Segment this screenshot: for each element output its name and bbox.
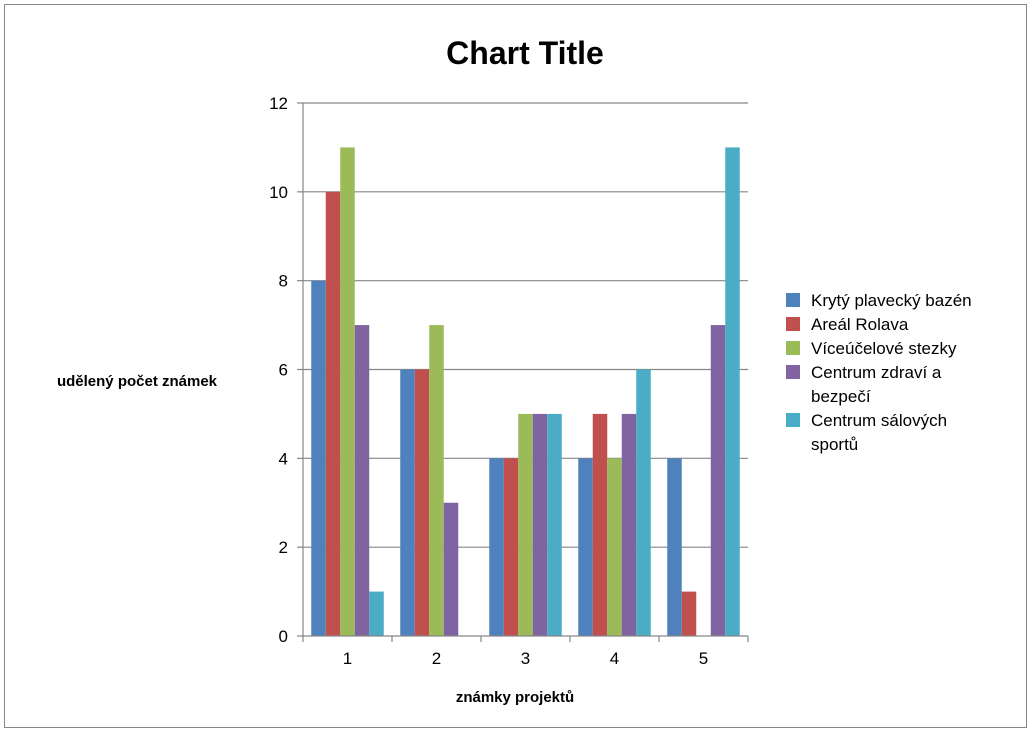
bar (340, 147, 355, 636)
bar (518, 413, 533, 636)
bar (503, 458, 519, 636)
x-tick-label: 3 (521, 649, 530, 668)
legend-swatch (786, 341, 800, 355)
bar (607, 458, 622, 636)
bar (681, 591, 697, 636)
bar (400, 369, 415, 636)
legend-swatch (786, 293, 800, 307)
x-axis-title: známky projektů (456, 689, 574, 706)
y-tick-label: 0 (279, 627, 288, 646)
bar (710, 325, 726, 636)
legend-item: Centrum sálových sportů (786, 411, 947, 454)
legend-item: Centrum zdraví a bezpečí (786, 363, 942, 406)
x-tick-labels: 1 2 3 4 5 (343, 649, 708, 668)
legend-swatch (786, 413, 800, 427)
bar (578, 458, 593, 636)
legend-label: Centrum sálových sportů (811, 411, 947, 454)
bars (311, 147, 740, 637)
chart-title: Chart Title (446, 35, 604, 71)
legend: Krytý plavecký bazén Areál Rolava Víceúčel… (786, 291, 972, 454)
legend-item: Víceúčelové stezky (786, 339, 957, 358)
y-axis-title: udělený počet známek (57, 373, 218, 390)
legend-label: Areál Rolava (811, 315, 909, 334)
x-tick-label: 2 (432, 649, 441, 668)
legend-swatch (786, 365, 800, 379)
y-tick-label: 2 (279, 538, 288, 557)
x-tick-label: 1 (343, 649, 352, 668)
axes (297, 102, 749, 642)
bar (725, 147, 740, 636)
bar (414, 369, 430, 636)
bar (325, 191, 341, 637)
bar (311, 280, 326, 636)
bar (592, 413, 608, 636)
legend-item: Areál Rolava (786, 315, 909, 334)
legend-label: Víceúčelové stezky (811, 339, 957, 358)
bar (369, 591, 384, 636)
bar (532, 413, 548, 636)
x-tick-label: 5 (699, 649, 708, 668)
y-tick-label: 4 (279, 449, 288, 468)
y-tick-label: 12 (269, 94, 288, 113)
bar (547, 413, 562, 636)
bar (489, 458, 504, 636)
y-tick-labels: 0 2 4 6 8 10 12 (269, 94, 288, 646)
bar (621, 413, 637, 636)
y-tick-label: 6 (279, 361, 288, 380)
legend-item: Krytý plavecký bazén (786, 291, 972, 310)
y-tick-label: 8 (279, 272, 288, 291)
x-tick-label: 4 (610, 649, 619, 668)
bar (354, 325, 370, 636)
y-tick-label: 10 (269, 183, 288, 202)
legend-swatch (786, 317, 800, 331)
bar (636, 369, 651, 636)
bar (667, 458, 682, 636)
legend-label: Centrum zdraví a bezpečí (811, 363, 942, 406)
bar (443, 502, 459, 636)
bar (429, 325, 444, 636)
legend-label: Krytý plavecký bazén (811, 291, 972, 310)
